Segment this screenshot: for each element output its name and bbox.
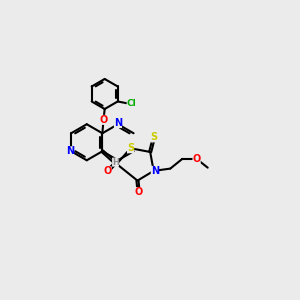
Text: Cl: Cl [127, 99, 136, 108]
Text: N: N [151, 166, 159, 176]
Text: O: O [103, 167, 112, 176]
Text: O: O [99, 115, 108, 125]
Text: H: H [112, 158, 119, 166]
Text: S: S [127, 143, 134, 153]
Text: O: O [134, 187, 143, 197]
Text: O: O [193, 154, 201, 164]
Text: N: N [66, 146, 74, 156]
Text: N: N [114, 118, 122, 128]
Text: S: S [150, 132, 157, 142]
